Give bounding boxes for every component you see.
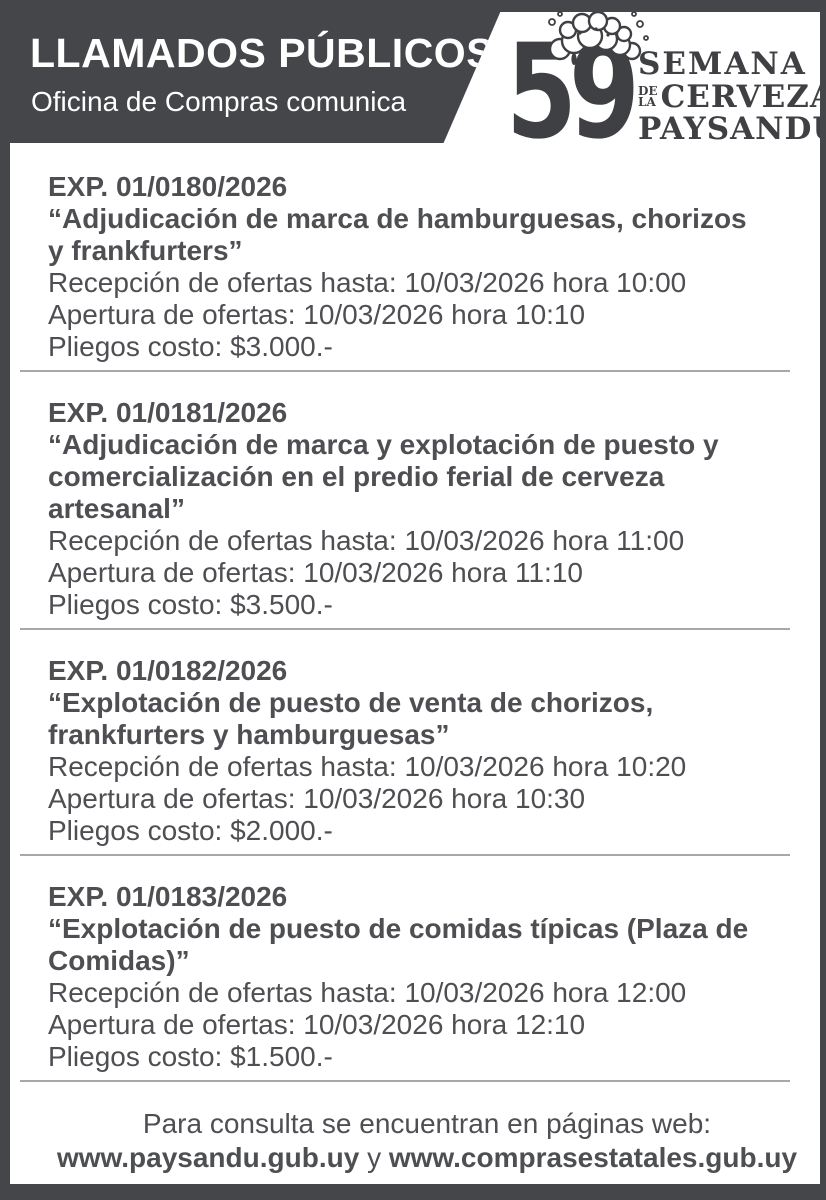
notice-title: “Adjudicación de marca de hamburguesas, …: [48, 203, 747, 266]
reception-line: Recepción de ofertas hasta: 10/03/2026 h…: [48, 525, 685, 556]
notice-title: “Explotación de puesto de comidas típica…: [48, 913, 749, 976]
page-subtitle: Oficina de Compras comunica: [31, 86, 407, 117]
divider: [20, 628, 790, 630]
page-title: LLAMADOS PÚBLICOS: [30, 30, 495, 76]
header: LLAMADOS PÚBLICOS Oficina de Compras com…: [0, 0, 826, 158]
header-band: LLAMADOS PÚBLICOS Oficina de Compras com…: [0, 0, 506, 143]
footer-urls: www.paysandu.gub.uy y www.comprasestatal…: [48, 1141, 806, 1175]
notice-block: EXP. 01/0180/2026 “Adjudicación de marca…: [48, 171, 806, 363]
reception-line: Recepción de ofertas hasta: 10/03/2026 h…: [48, 977, 687, 1008]
notice-block: EXP. 01/0181/2026 “Adjudicación de marca…: [48, 397, 806, 621]
exp-number: EXP. 01/0180/2026: [48, 171, 288, 202]
footer-url-comprasestatales: www.comprasestatales.gub.uy: [388, 1142, 798, 1173]
exp-number: EXP. 01/0182/2026: [48, 655, 288, 686]
footer-conjunction: y: [367, 1142, 389, 1173]
divider: [20, 854, 790, 856]
logo-de-la: DE LA: [638, 84, 658, 109]
reception-line: Recepción de ofertas hasta: 10/03/2026 h…: [48, 751, 687, 782]
cost-line: Pliegos costo: $2.000.-: [48, 815, 333, 846]
exp-number: EXP. 01/0181/2026: [48, 397, 288, 428]
opening-line: Apertura de ofertas: 10/03/2026 hora 10:…: [48, 783, 586, 814]
beer-foam-icon: [548, 10, 649, 65]
logo-la: LA: [638, 95, 656, 109]
cost-line: Pliegos costo: $3.000.-: [48, 331, 333, 362]
logo-line-paysandu: PAYSANDÚ: [638, 111, 826, 147]
logo-line-cerveza: DE LA CERVEZA: [638, 78, 826, 115]
divider: [20, 1080, 790, 1082]
opening-line: Apertura de ofertas: 10/03/2026 hora 10:…: [48, 299, 586, 330]
logo-cerveza: CERVEZA: [660, 78, 826, 115]
opening-line: Apertura de ofertas: 10/03/2026 hora 11:…: [48, 557, 583, 588]
footer-note: Para consulta se encuentran en páginas w…: [142, 1108, 712, 1139]
footer-conjunction-text: y: [367, 1142, 382, 1173]
exp-number: EXP. 01/0183/2026: [48, 881, 288, 912]
logo-de: DE: [638, 84, 658, 98]
divider: [20, 370, 790, 372]
notice-block: EXP. 01/0183/2026 “Explotación de puesto…: [48, 881, 806, 1073]
notice-title: “Adjudicación de marca y explotación de …: [48, 429, 719, 524]
footer-url-paysandu: www.paysandu.gub.uy: [56, 1142, 360, 1173]
notices-list: EXP. 01/0180/2026 “Adjudicación de marca…: [10, 143, 820, 1184]
opening-line: Apertura de ofertas: 10/03/2026 hora 12:…: [48, 1009, 586, 1040]
cost-line: Pliegos costo: $1.500.-: [48, 1041, 333, 1072]
cost-line: Pliegos costo: $3.500.-: [48, 589, 333, 620]
notice-title: “Explotación de puesto de venta de chori…: [48, 687, 654, 750]
logo-line-semana: SEMANA: [638, 46, 807, 82]
notice-block: EXP. 01/0182/2026 “Explotación de puesto…: [48, 655, 806, 847]
reception-line: Recepción de ofertas hasta: 10/03/2026 h…: [48, 267, 687, 298]
event-logo: 59: [500, 10, 826, 158]
footer: Para consulta se encuentran en páginas w…: [48, 1107, 806, 1175]
logo-wordmark: SEMANA DE LA CERVEZA PAYSANDÚ: [638, 49, 826, 145]
